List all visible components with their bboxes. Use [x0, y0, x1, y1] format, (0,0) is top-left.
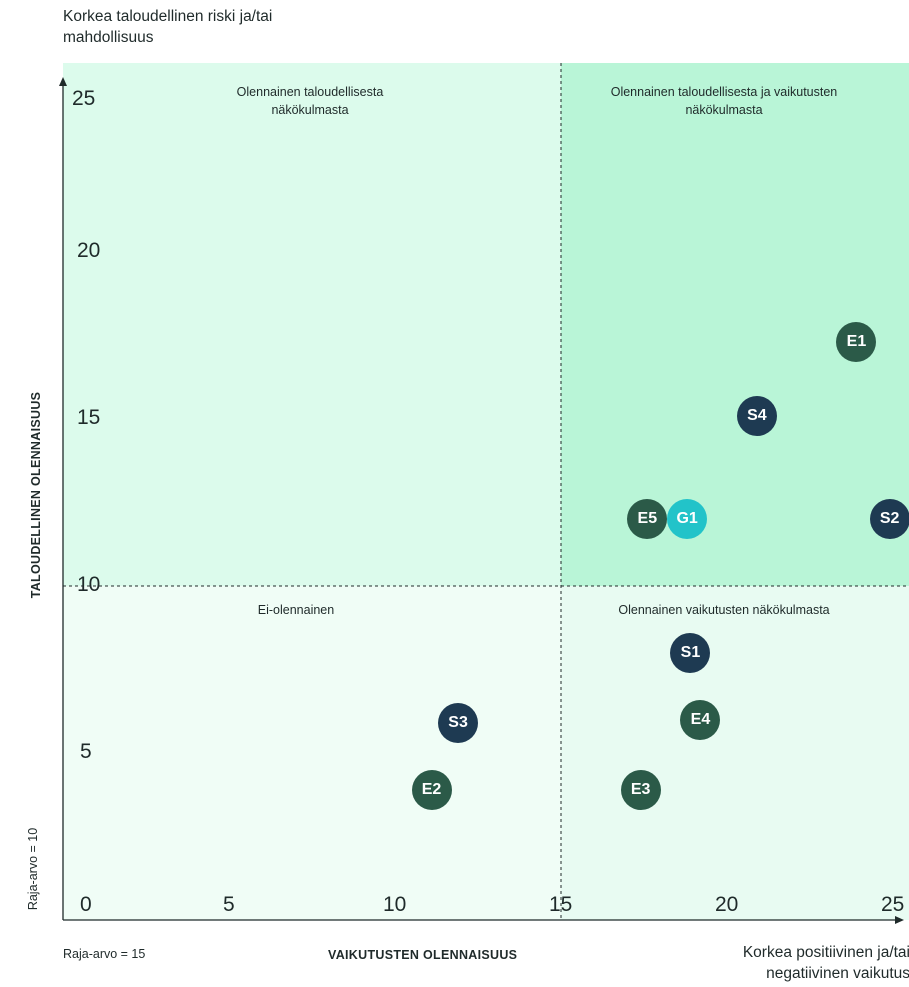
quadrant-label-top-right: Olennainen taloudellisesta ja vaikutuste… [610, 85, 838, 118]
y-tick-label: 10 [77, 573, 101, 596]
y-axis-high-label: Korkea taloudellinen riski ja/tai mahdol… [63, 8, 273, 46]
y-tick-label: 25 [72, 87, 96, 110]
y-threshold-label: Raja-arvo = 10 [26, 827, 40, 911]
point-e1: E1 [836, 322, 877, 363]
quadrant-label-top-left: Olennainen taloudellisesta näkökulmasta [236, 85, 384, 118]
x-axis-title: VAIKUTUSTEN OLENNAISUUS [328, 948, 518, 962]
x-tick-label: 5 [223, 893, 235, 916]
quadrant-label-bottom-left: Ei-olennainen [257, 603, 335, 617]
x-tick-label: 10 [383, 893, 407, 916]
point-e3: E3 [620, 769, 661, 810]
point-g1: G1 [667, 499, 708, 540]
x-axis-high-label: Korkea positiivinen ja/tai negatiivinen … [742, 944, 909, 982]
y-tick-label: 5 [80, 740, 92, 763]
y-tick-label: 20 [77, 239, 101, 262]
x-tick-label: 15 [549, 893, 573, 916]
point-e5: E5 [627, 499, 668, 540]
point-s1: S1 [670, 632, 711, 673]
quadrant-label-bottom-right: Olennainen vaikutusten näkökulmasta [618, 603, 830, 617]
point-s3: S3 [438, 702, 479, 743]
quadrant-bottom-right [561, 586, 909, 920]
point-s4: S4 [736, 395, 777, 436]
point-e2: E2 [411, 769, 452, 810]
x-tick-label: 25 [881, 893, 905, 916]
y-axis-arrow-icon [59, 77, 67, 86]
x-axis-arrow-icon [895, 916, 904, 924]
quadrant-top-left [63, 63, 561, 586]
y-tick-label: 15 [77, 406, 101, 429]
y-axis-title: TALOUDELLINEN OLENNAISUUS [29, 391, 43, 599]
quadrant-bottom-left [63, 586, 561, 920]
point-s2: S2 [869, 499, 909, 540]
x-threshold-label: Raja-arvo = 15 [63, 947, 146, 961]
x-tick-label: 0 [80, 893, 92, 916]
point-e4: E4 [680, 699, 721, 740]
x-tick-label: 20 [715, 893, 739, 916]
